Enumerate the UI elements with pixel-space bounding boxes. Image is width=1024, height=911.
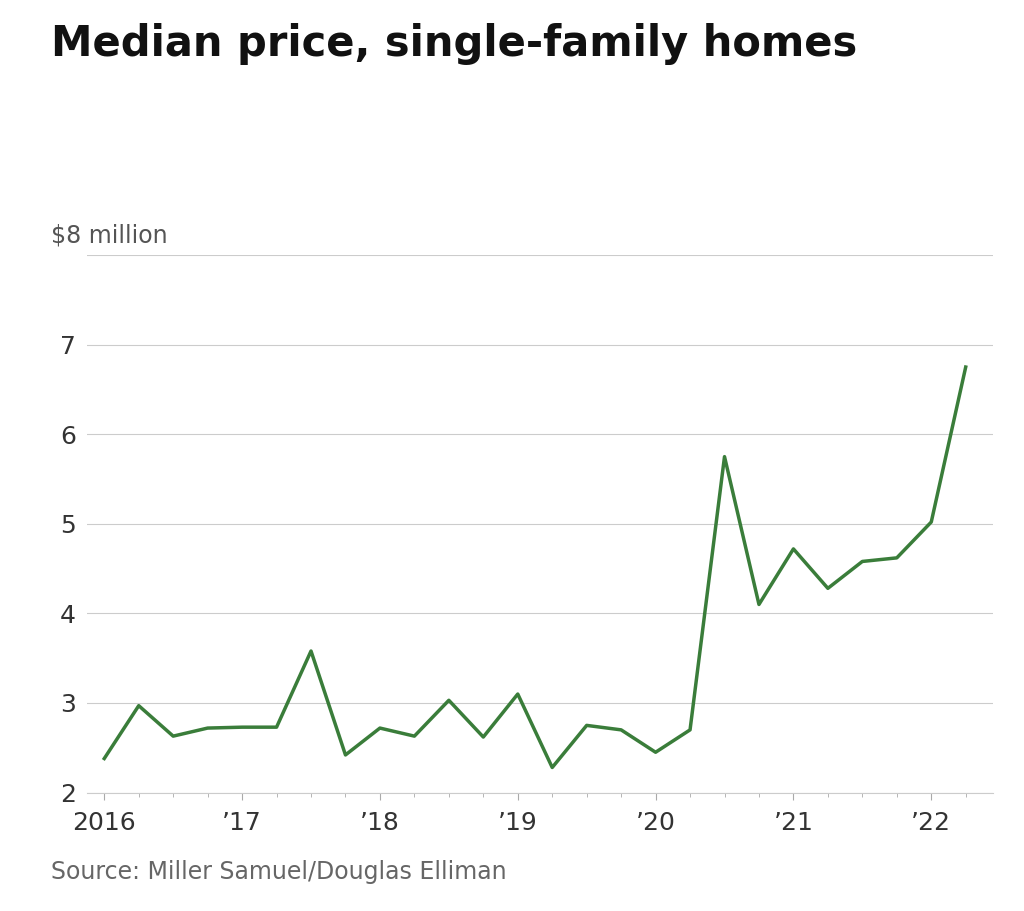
Text: Source: Miller Samuel/Douglas Elliman: Source: Miller Samuel/Douglas Elliman [51, 860, 507, 884]
Text: Median price, single-family homes: Median price, single-family homes [51, 23, 857, 65]
Text: $8 million: $8 million [51, 223, 168, 247]
